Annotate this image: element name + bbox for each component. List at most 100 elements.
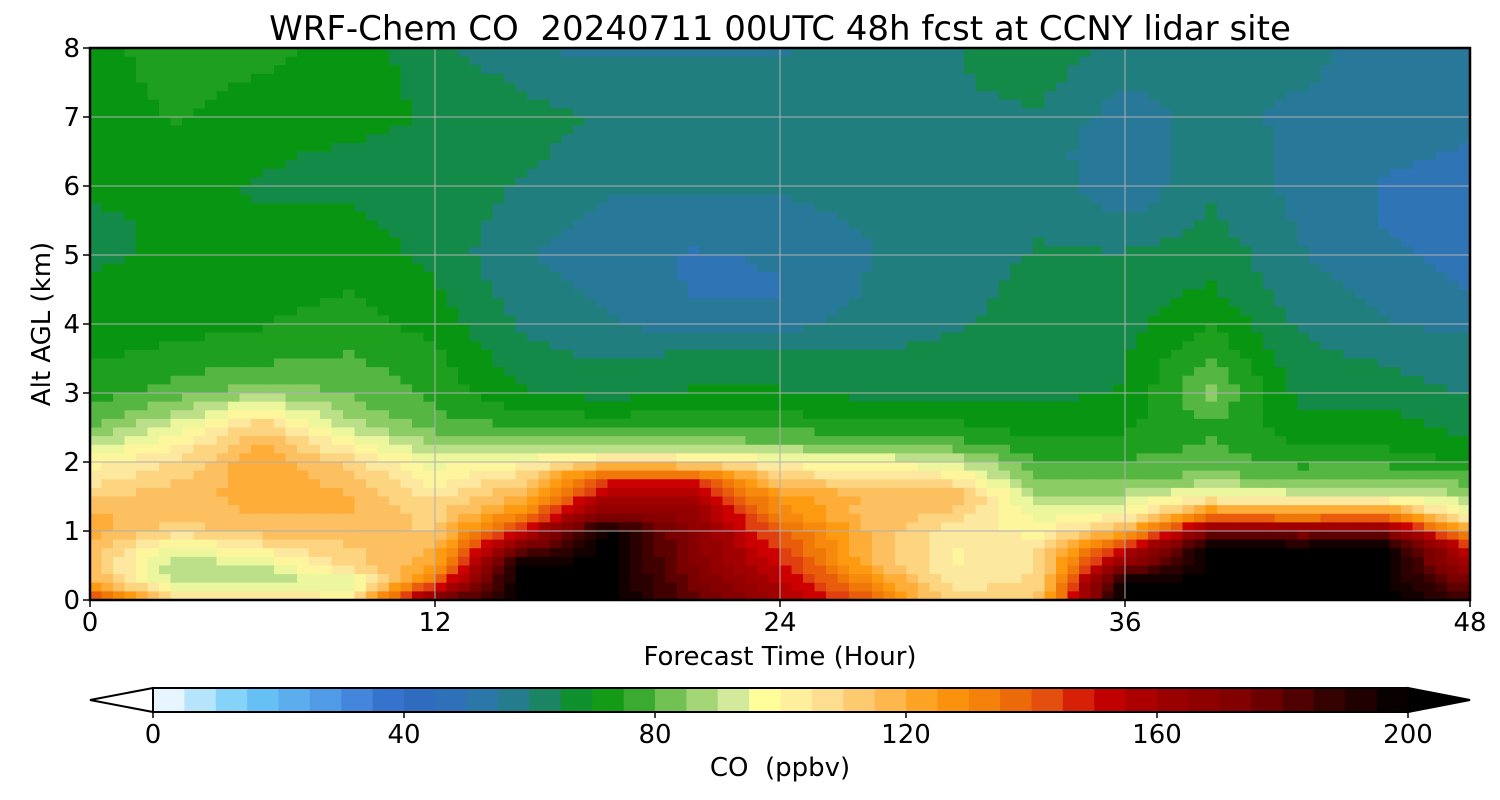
heatmap-cell — [1205, 194, 1218, 204]
heatmap-cell — [653, 203, 666, 213]
heatmap-cell — [1447, 384, 1460, 394]
heatmap-cell — [124, 263, 137, 273]
heatmap-cell — [1297, 315, 1310, 325]
heatmap-cell — [550, 48, 563, 58]
heatmap-cell — [1378, 220, 1391, 230]
heatmap-cell — [688, 384, 701, 394]
heatmap-cell — [757, 125, 770, 135]
heatmap-cell — [377, 134, 390, 144]
heatmap-cell — [1251, 160, 1264, 170]
heatmap-cell — [251, 91, 264, 101]
heatmap-cell — [849, 108, 862, 118]
heatmap-cell — [377, 99, 390, 109]
heatmap-cell — [722, 375, 735, 385]
heatmap-cell — [527, 341, 540, 351]
heatmap-cell — [987, 194, 1000, 204]
heatmap-cell — [791, 142, 804, 153]
heatmap-cell — [941, 142, 954, 153]
heatmap-cell — [1217, 289, 1230, 299]
heatmap-cell — [159, 280, 172, 291]
heatmap-cell — [285, 134, 298, 144]
heatmap-cell — [1217, 255, 1230, 265]
heatmap-cell — [1171, 48, 1184, 58]
heatmap-cell — [1412, 177, 1425, 187]
heatmap-cell — [998, 168, 1011, 178]
heatmap-cell — [780, 229, 793, 239]
heatmap-cell — [1251, 48, 1264, 58]
heatmap-cell — [1010, 203, 1023, 213]
heatmap-cell — [1355, 246, 1368, 256]
heatmap-cell — [676, 56, 689, 66]
heatmap-cell — [860, 211, 873, 222]
heatmap-cell — [308, 134, 321, 144]
heatmap-cell — [837, 332, 850, 342]
heatmap-cell — [147, 246, 160, 256]
heatmap-cell — [389, 255, 402, 265]
heatmap-cell — [1435, 203, 1448, 213]
heatmap-cell — [1458, 65, 1470, 75]
heatmap-cell — [573, 220, 586, 230]
heatmap-cell — [1217, 280, 1230, 291]
heatmap-cell — [791, 186, 804, 196]
heatmap-cell — [964, 272, 977, 282]
heatmap-cell — [1217, 349, 1230, 360]
heatmap-cell — [262, 194, 275, 204]
heatmap-cell — [987, 142, 1000, 153]
heatmap-cell — [1033, 134, 1046, 144]
heatmap-cell — [343, 134, 356, 144]
heatmap-cell — [377, 177, 390, 187]
heatmap-cell — [124, 298, 137, 308]
heatmap-cell — [101, 48, 114, 58]
heatmap-cell — [446, 203, 459, 213]
heatmap-cell — [1090, 48, 1103, 58]
heatmap-cell — [423, 401, 436, 411]
heatmap-cell — [561, 384, 574, 394]
heatmap-cell — [1113, 117, 1126, 127]
heatmap-cell — [975, 289, 988, 299]
heatmap-cell — [711, 332, 724, 342]
heatmap-cell — [665, 280, 678, 291]
heatmap-cell — [182, 151, 195, 161]
heatmap-cell — [1228, 73, 1241, 84]
heatmap-cell — [918, 48, 931, 58]
heatmap-cell — [883, 280, 896, 291]
heatmap-cell — [550, 375, 563, 385]
heatmap-cell — [573, 117, 586, 127]
heatmap-cell — [354, 211, 367, 222]
heatmap-cell — [987, 263, 1000, 273]
heatmap-cell — [734, 272, 747, 282]
heatmap-cell — [1136, 160, 1149, 170]
heatmap-cell — [619, 194, 632, 204]
heatmap-cell — [1044, 48, 1057, 58]
heatmap-cell — [377, 315, 390, 325]
heatmap-cell — [1148, 73, 1161, 84]
heatmap-cell — [124, 117, 137, 127]
heatmap-cell — [1424, 349, 1437, 360]
heatmap-cell — [239, 306, 252, 316]
heatmap-cell — [929, 246, 942, 256]
heatmap-cell — [1044, 73, 1057, 84]
heatmap-cell — [929, 401, 942, 411]
heatmap-cell — [745, 142, 758, 153]
heatmap-cell — [1251, 324, 1264, 334]
heatmap-cell — [1102, 298, 1115, 308]
heatmap-cell — [929, 375, 942, 385]
heatmap-cell — [952, 324, 965, 334]
heatmap-cell — [389, 393, 402, 403]
heatmap-cell — [182, 160, 195, 170]
heatmap-cell — [297, 324, 310, 334]
heatmap-cell — [722, 211, 735, 222]
heatmap-cell — [446, 246, 459, 256]
heatmap-cell — [182, 306, 195, 316]
heatmap-cell — [400, 367, 413, 377]
heatmap-cell — [147, 203, 160, 213]
heatmap-cell — [676, 332, 689, 342]
heatmap-cell — [987, 151, 1000, 161]
heatmap-cell — [1447, 99, 1460, 109]
heatmap-cell — [377, 194, 390, 204]
heatmap-cell — [297, 82, 310, 92]
heatmap-cell — [676, 358, 689, 368]
heatmap-cell — [343, 160, 356, 170]
heatmap-cell — [699, 393, 712, 403]
heatmap-cell — [1033, 125, 1046, 135]
